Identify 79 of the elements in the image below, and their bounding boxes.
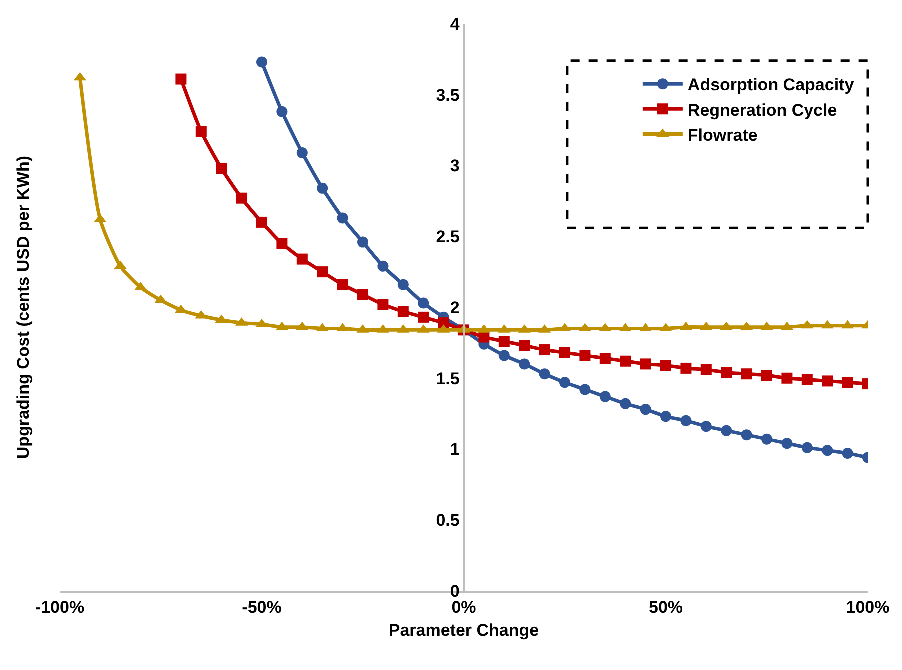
point bbox=[438, 318, 450, 329]
y-tick-label: 1.5 bbox=[436, 369, 460, 388]
point bbox=[478, 332, 490, 343]
point bbox=[378, 299, 389, 310]
point bbox=[822, 445, 834, 456]
x-tick-label: -50% bbox=[242, 598, 282, 618]
point bbox=[782, 372, 793, 384]
point bbox=[498, 350, 510, 362]
point bbox=[640, 404, 652, 416]
point bbox=[539, 344, 550, 356]
y-tick-label: 3 bbox=[450, 156, 460, 176]
point bbox=[398, 279, 409, 290]
x-tick-label: 0% bbox=[452, 598, 476, 618]
point bbox=[700, 364, 712, 376]
point bbox=[519, 358, 530, 370]
y-tick-label: 0.5 bbox=[436, 511, 460, 530]
point bbox=[700, 421, 712, 432]
y-tick-label: 2 bbox=[450, 298, 460, 318]
y-tick-label: 4 bbox=[450, 14, 460, 34]
point bbox=[418, 312, 430, 323]
point bbox=[741, 368, 752, 380]
legend-label: Regneration Cycle bbox=[688, 100, 838, 120]
point bbox=[358, 289, 368, 300]
y-tick-label: 0 bbox=[450, 582, 460, 601]
point bbox=[378, 260, 389, 272]
point bbox=[519, 340, 530, 352]
point bbox=[842, 377, 854, 388]
point bbox=[296, 254, 308, 265]
point bbox=[358, 236, 368, 248]
point bbox=[580, 384, 591, 396]
point bbox=[802, 442, 813, 454]
point bbox=[236, 192, 248, 204]
x-tick-label: 50% bbox=[648, 598, 684, 618]
x-axis-title: Parameter Change bbox=[388, 621, 540, 640]
point bbox=[640, 358, 652, 370]
point bbox=[600, 353, 611, 364]
point bbox=[580, 350, 591, 362]
point bbox=[176, 74, 187, 85]
y-axis-title: Upgrading Cost (cents USD per KWh) bbox=[14, 156, 34, 460]
point bbox=[560, 377, 570, 388]
point bbox=[276, 238, 288, 250]
point bbox=[660, 411, 672, 422]
point bbox=[418, 298, 430, 309]
point bbox=[256, 56, 268, 68]
point bbox=[539, 368, 550, 380]
point bbox=[721, 425, 732, 436]
point bbox=[680, 362, 692, 374]
point bbox=[680, 415, 692, 426]
point bbox=[196, 126, 207, 138]
point bbox=[317, 182, 328, 194]
y-tick-label: 2.5 bbox=[436, 228, 460, 247]
point bbox=[337, 279, 348, 290]
x-tick-label: 100% bbox=[846, 598, 890, 618]
point bbox=[337, 212, 348, 224]
point bbox=[762, 370, 772, 382]
point bbox=[822, 376, 834, 387]
point bbox=[842, 448, 854, 459]
point bbox=[498, 336, 510, 348]
point bbox=[721, 367, 732, 378]
point bbox=[762, 434, 772, 445]
point bbox=[398, 306, 409, 318]
point bbox=[620, 356, 632, 367]
y-tick-label: 3.5 bbox=[436, 86, 460, 105]
point bbox=[560, 347, 570, 358]
point bbox=[620, 398, 632, 410]
point bbox=[276, 106, 288, 118]
point bbox=[782, 438, 793, 450]
point bbox=[216, 163, 228, 174]
point bbox=[741, 430, 752, 441]
point bbox=[660, 360, 672, 372]
x-tick-label: -100% bbox=[35, 598, 85, 618]
point bbox=[256, 216, 268, 228]
legend-label: Adsorption Capacity bbox=[688, 76, 855, 95]
point bbox=[296, 147, 308, 158]
y-tick-label: 1 bbox=[450, 440, 460, 460]
point bbox=[317, 266, 328, 278]
point bbox=[802, 374, 813, 386]
legend-label: Flowrate bbox=[688, 126, 758, 145]
point bbox=[600, 391, 611, 402]
